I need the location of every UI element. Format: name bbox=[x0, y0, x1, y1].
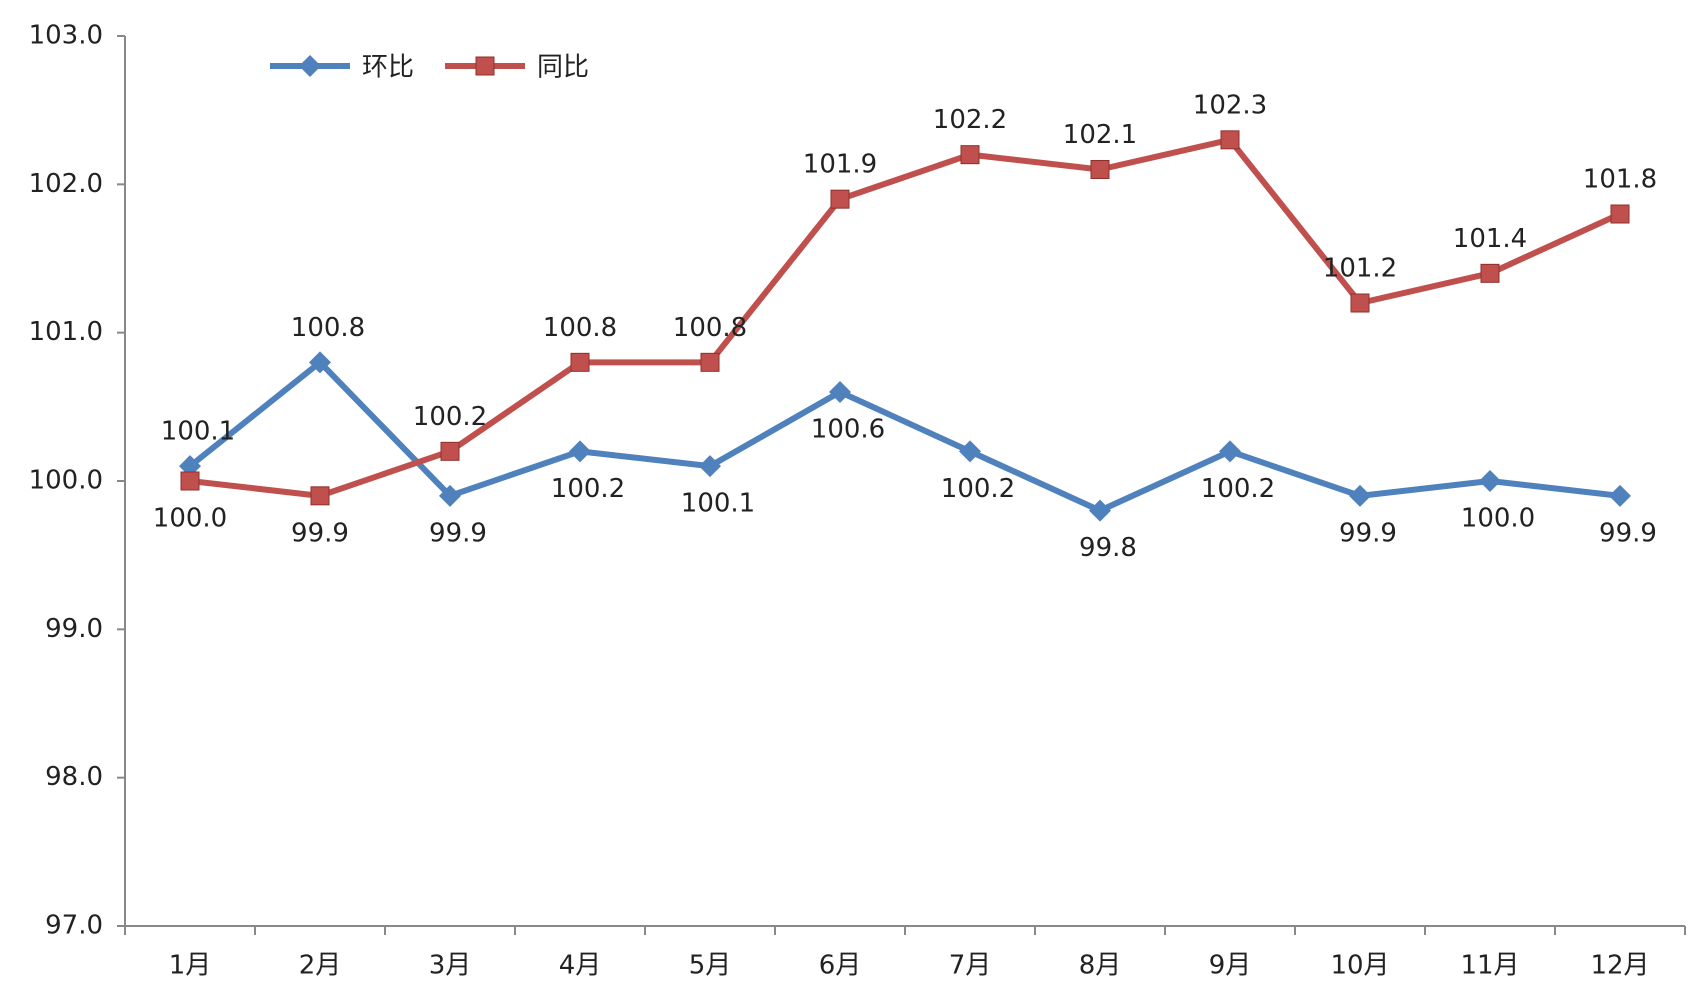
data-label: 100.2 bbox=[413, 402, 487, 432]
y-tick-label: 102.0 bbox=[29, 169, 103, 199]
point bbox=[830, 189, 850, 209]
point bbox=[1479, 470, 1501, 492]
data-label: 99.9 bbox=[1339, 518, 1397, 548]
data-label: 102.3 bbox=[1193, 90, 1267, 120]
x-tick-label: 4月 bbox=[559, 951, 602, 981]
data-label: 100.8 bbox=[673, 313, 747, 343]
point bbox=[1089, 499, 1111, 522]
x-tick-label: 2月 bbox=[299, 951, 342, 981]
data-label: 100.0 bbox=[153, 504, 227, 534]
y-tick-label: 98.0 bbox=[45, 762, 103, 792]
series-line bbox=[189, 136, 1622, 499]
data-label: 99.8 bbox=[1079, 533, 1137, 563]
data-label: 100.1 bbox=[161, 417, 235, 447]
x-tick-label: 1月 bbox=[169, 951, 212, 981]
x-tick-label: 7月 bbox=[949, 951, 992, 981]
series-line bbox=[188, 359, 1621, 514]
y-tick-label: 100.0 bbox=[29, 466, 103, 496]
y-tick-label: 103.0 bbox=[29, 21, 103, 51]
point bbox=[1220, 130, 1240, 150]
data-label: 100.8 bbox=[543, 313, 617, 343]
point bbox=[960, 145, 980, 165]
point bbox=[439, 484, 461, 507]
point bbox=[700, 352, 720, 372]
data-label: 101.9 bbox=[803, 150, 877, 180]
point bbox=[309, 351, 331, 374]
y-tick-label: 99.0 bbox=[45, 614, 103, 644]
data-label: 102.2 bbox=[933, 105, 1007, 135]
point bbox=[699, 455, 721, 478]
x-tick-label: 10月 bbox=[1330, 951, 1389, 981]
data-label: 100.2 bbox=[551, 474, 625, 504]
x-tick-label: 6月 bbox=[819, 951, 862, 981]
point bbox=[180, 471, 200, 491]
y-tick-label: 101.0 bbox=[29, 317, 103, 347]
point bbox=[1480, 263, 1500, 283]
legend-marker bbox=[299, 55, 321, 77]
point bbox=[959, 440, 981, 463]
legend-marker bbox=[475, 56, 495, 76]
point bbox=[310, 486, 330, 506]
point bbox=[570, 352, 590, 372]
point bbox=[1609, 484, 1631, 507]
x-tick-label: 3月 bbox=[429, 951, 472, 981]
point bbox=[569, 440, 591, 463]
x-tick-label: 12月 bbox=[1590, 951, 1649, 981]
x-tick-label: 11月 bbox=[1460, 951, 1519, 981]
x-tick-label: 9月 bbox=[1209, 951, 1252, 981]
legend-label: 同比 bbox=[537, 53, 589, 83]
data-label: 102.1 bbox=[1063, 120, 1137, 150]
data-label: 101.2 bbox=[1323, 254, 1397, 284]
point bbox=[1349, 484, 1371, 507]
point bbox=[829, 381, 851, 403]
point bbox=[1610, 204, 1630, 224]
data-label: 99.9 bbox=[1599, 518, 1657, 548]
data-label: 100.1 bbox=[681, 489, 755, 519]
data-label: 101.4 bbox=[1453, 224, 1527, 254]
data-label: 100.8 bbox=[291, 313, 365, 343]
point bbox=[440, 441, 460, 461]
data-label: 100.2 bbox=[941, 474, 1015, 504]
x-tick-label: 5月 bbox=[689, 951, 732, 981]
point bbox=[1090, 160, 1110, 179]
x-tick-label: 8月 bbox=[1079, 951, 1122, 981]
point bbox=[1219, 440, 1241, 463]
legend-label: 环比 bbox=[362, 53, 414, 83]
data-label: 99.9 bbox=[429, 518, 487, 548]
data-label: 99.9 bbox=[291, 518, 349, 548]
y-tick-label: 97.0 bbox=[45, 911, 103, 941]
point bbox=[1350, 293, 1370, 313]
data-label: 101.8 bbox=[1583, 165, 1657, 195]
data-label: 100.2 bbox=[1201, 474, 1275, 504]
data-label: 100.6 bbox=[811, 415, 885, 445]
data-label: 100.0 bbox=[1461, 504, 1535, 534]
